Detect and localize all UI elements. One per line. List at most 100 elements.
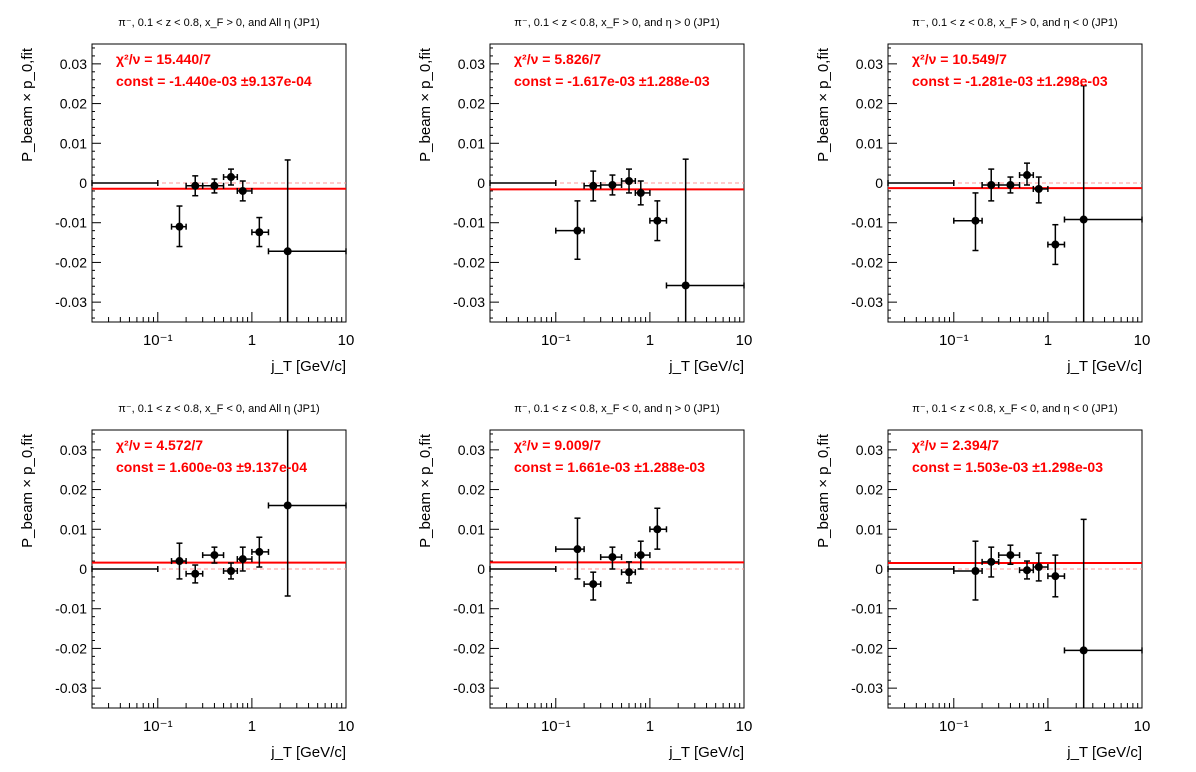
y-tick-label: 0.02 bbox=[60, 96, 87, 112]
data-marker bbox=[1006, 180, 1015, 189]
y-axis-label: P_beam × p_0,fit bbox=[19, 433, 36, 548]
chi2-annotation: χ²/ν = 4.572/7 bbox=[116, 437, 203, 453]
data-marker bbox=[1023, 566, 1032, 575]
data-marker bbox=[608, 180, 617, 189]
data-point bbox=[997, 176, 1021, 194]
x-tick-label: 10 bbox=[736, 718, 753, 735]
chi2-annotation: χ²/ν = 9.009/7 bbox=[514, 437, 601, 453]
y-axis-label: P_beam × p_0,fit bbox=[19, 47, 36, 162]
y-tick-label: -0.02 bbox=[453, 640, 485, 656]
x-tick-label: 1 bbox=[1044, 718, 1052, 735]
x-tick-label: 10⁻¹ bbox=[541, 718, 571, 735]
y-axis-label: P_beam × p_0,fit bbox=[815, 47, 832, 162]
y-tick-label: 0 bbox=[79, 175, 87, 191]
y-tick-label: 0.03 bbox=[458, 56, 485, 72]
x-axis-label: j_T [GeV/c] bbox=[668, 744, 744, 761]
y-tick-label: -0.03 bbox=[55, 680, 87, 696]
y-tick-label: -0.02 bbox=[453, 254, 485, 270]
chart-panel: π⁻, 0.1 < z < 0.8, x_F > 0, and All η (J… bbox=[19, 17, 354, 375]
data-marker bbox=[625, 177, 634, 186]
data-marker bbox=[255, 547, 264, 556]
data-point bbox=[1047, 223, 1066, 266]
chart-title: π⁻, 0.1 < z < 0.8, x_F < 0, and η < 0 (J… bbox=[912, 403, 1117, 415]
data-marker bbox=[283, 247, 292, 256]
data-point bbox=[634, 180, 651, 206]
data-point bbox=[170, 542, 187, 580]
x-tick-label: 10⁻¹ bbox=[939, 332, 969, 349]
data-point bbox=[887, 566, 955, 572]
data-marker bbox=[1079, 215, 1088, 224]
data-marker bbox=[1051, 240, 1060, 249]
y-tick-label: 0.03 bbox=[458, 442, 485, 458]
data-point bbox=[1032, 552, 1049, 582]
x-axis-label: j_T [GeV/c] bbox=[1066, 358, 1142, 375]
data-point bbox=[91, 566, 159, 572]
data-marker bbox=[1034, 563, 1043, 572]
x-axis-label: j_T [GeV/c] bbox=[668, 358, 744, 375]
y-tick-label: -0.02 bbox=[55, 254, 87, 270]
data-point bbox=[981, 168, 1000, 202]
y-tick-label: 0.03 bbox=[60, 442, 87, 458]
y-tick-label: -0.01 bbox=[55, 215, 87, 231]
fit-constant-annotation: const = 1.600e-03 ±9.137e-04 bbox=[116, 459, 307, 475]
y-tick-label: -0.01 bbox=[453, 215, 485, 231]
data-point bbox=[887, 180, 955, 186]
x-tick-label: 10 bbox=[736, 332, 753, 349]
y-tick-label: 0 bbox=[875, 561, 883, 577]
data-point bbox=[201, 178, 225, 194]
data-point bbox=[236, 546, 253, 572]
x-tick-label: 1 bbox=[646, 718, 654, 735]
chart-panel: π⁻, 0.1 < z < 0.8, x_F < 0, and η > 0 (J… bbox=[417, 403, 752, 761]
data-marker bbox=[653, 216, 662, 225]
y-tick-label: -0.02 bbox=[851, 640, 883, 656]
data-point bbox=[267, 159, 347, 322]
chart-panel: π⁻, 0.1 < z < 0.8, x_F < 0, and All η (J… bbox=[19, 403, 354, 761]
data-marker bbox=[636, 188, 645, 197]
y-tick-label: -0.01 bbox=[851, 215, 883, 231]
data-point bbox=[555, 200, 585, 261]
y-tick-label: 0.01 bbox=[458, 135, 485, 151]
data-marker bbox=[227, 173, 236, 182]
y-tick-label: 0.03 bbox=[856, 56, 883, 72]
y-tick-label: 0 bbox=[477, 175, 485, 191]
data-marker bbox=[210, 181, 219, 190]
data-point bbox=[555, 517, 585, 580]
x-tick-label: 1 bbox=[248, 332, 256, 349]
x-tick-label: 1 bbox=[248, 718, 256, 735]
data-marker bbox=[1079, 646, 1088, 655]
data-point bbox=[649, 507, 668, 550]
fit-constant-annotation: const = 1.661e-03 ±1.288e-03 bbox=[514, 459, 705, 475]
data-point bbox=[236, 180, 253, 202]
data-point bbox=[170, 205, 187, 248]
chart-panel: π⁻, 0.1 < z < 0.8, x_F > 0, and η > 0 (J… bbox=[417, 17, 752, 375]
y-tick-label: -0.03 bbox=[453, 294, 485, 310]
x-axis-label: j_T [GeV/c] bbox=[270, 358, 346, 375]
data-marker bbox=[175, 557, 184, 566]
data-marker bbox=[987, 180, 996, 189]
data-point bbox=[953, 192, 983, 252]
y-tick-label: 0.03 bbox=[60, 56, 87, 72]
x-axis-label: j_T [GeV/c] bbox=[270, 744, 346, 761]
chart-title: π⁻, 0.1 < z < 0.8, x_F < 0, and η > 0 (J… bbox=[514, 403, 719, 415]
data-marker bbox=[573, 545, 582, 554]
x-tick-label: 1 bbox=[646, 332, 654, 349]
y-tick-label: 0.02 bbox=[458, 96, 485, 112]
data-point bbox=[185, 564, 204, 584]
y-axis-label: P_beam × p_0,fit bbox=[815, 433, 832, 548]
data-point bbox=[1063, 518, 1143, 708]
y-tick-label: -0.01 bbox=[851, 601, 883, 617]
y-tick-label: 0.01 bbox=[856, 521, 883, 537]
data-marker bbox=[681, 281, 690, 290]
data-marker bbox=[1051, 572, 1060, 581]
data-point bbox=[267, 430, 347, 597]
data-point bbox=[599, 546, 623, 570]
data-marker bbox=[608, 553, 617, 562]
y-tick-label: -0.03 bbox=[453, 680, 485, 696]
y-tick-label: 0 bbox=[477, 561, 485, 577]
y-tick-label: -0.01 bbox=[55, 601, 87, 617]
data-point bbox=[251, 216, 270, 248]
data-point bbox=[201, 546, 225, 564]
data-marker bbox=[238, 555, 247, 564]
data-point bbox=[981, 546, 1000, 578]
data-point bbox=[997, 544, 1021, 565]
